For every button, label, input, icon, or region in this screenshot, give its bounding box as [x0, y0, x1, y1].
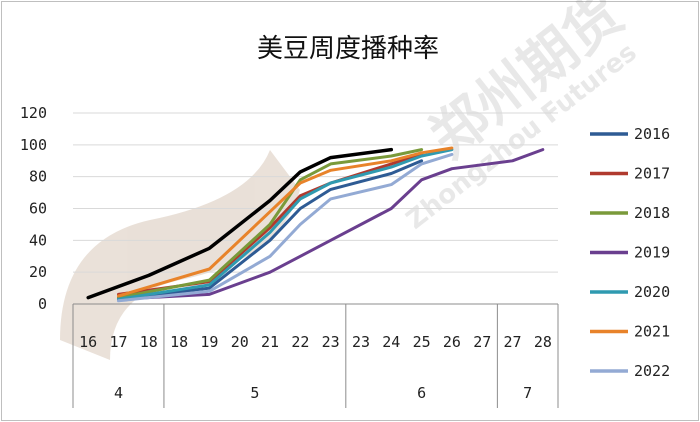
x-tick-month: 6 — [417, 384, 426, 402]
legend-item-2016: 2016 — [590, 125, 670, 143]
x-tick-week: 27 — [504, 333, 522, 351]
x-tick-week: 24 — [382, 333, 400, 351]
x-tick-month: 5 — [250, 384, 259, 402]
legend-item-2018: 2018 — [590, 204, 670, 222]
x-tick-week: 17 — [109, 333, 127, 351]
series-line-2017 — [117, 152, 424, 296]
y-tick-label: 100 — [20, 136, 47, 154]
series-line-2022 — [117, 152, 454, 303]
legend-item-2020: 2020 — [590, 283, 670, 301]
legend-item-2017: 2017 — [590, 165, 670, 183]
series-line-current — [86, 147, 394, 300]
chart-title: 美豆周度播种率 — [257, 34, 439, 64]
x-tick-week: 22 — [291, 333, 309, 351]
series-line-2020 — [117, 148, 454, 301]
legend-label: 2018 — [634, 204, 670, 222]
x-axis: 16 17 18 18 19 20 21 22 23 23 24 25 26 27 27 28 4 5 6 7 — [72, 303, 559, 408]
series-line-2019 — [117, 148, 545, 301]
x-tick-week: 19 — [200, 333, 218, 351]
y-tick-label: 0 — [38, 295, 47, 313]
y-tick-label: 20 — [29, 263, 47, 281]
x-tick-month: 4 — [114, 384, 123, 402]
y-tick-label: 40 — [29, 231, 47, 249]
series-line-2021 — [117, 146, 454, 298]
legend-label: 2019 — [634, 244, 670, 262]
x-tick-week: 20 — [231, 333, 249, 351]
series-line-2016 — [117, 159, 424, 301]
y-tick-label: 60 — [29, 200, 47, 218]
x-tick-week: 23 — [322, 333, 340, 351]
legend: 2016 2017 2018 2019 2020 2021 2022 — [590, 125, 670, 380]
y-tick-label: 80 — [29, 168, 47, 186]
x-tick-week: 16 — [79, 333, 97, 351]
x-tick-week: 28 — [534, 333, 552, 351]
legend-item-2022: 2022 — [590, 362, 670, 380]
legend-label: 2022 — [634, 362, 670, 380]
x-tick-week: 25 — [413, 333, 431, 351]
legend-label: 2017 — [634, 165, 670, 183]
series-line-2018 — [117, 148, 424, 300]
y-tick-label: 120 — [20, 104, 47, 122]
x-tick-week: 18 — [140, 333, 158, 351]
legend-item-2021: 2021 — [590, 323, 670, 341]
x-tick-week: 18 — [170, 333, 188, 351]
x-tick-week: 26 — [443, 333, 461, 351]
plot-area — [86, 146, 545, 303]
legend-label: 2016 — [634, 125, 670, 143]
x-tick-week: 27 — [473, 333, 491, 351]
legend-item-2019: 2019 — [590, 244, 670, 262]
x-tick-month: 7 — [523, 384, 532, 402]
x-tick-week: 23 — [352, 333, 370, 351]
legend-label: 2021 — [634, 323, 670, 341]
y-axis: 0 20 40 60 80 100 120 — [20, 104, 47, 313]
legend-label: 2020 — [634, 283, 670, 301]
x-tick-week: 21 — [261, 333, 279, 351]
